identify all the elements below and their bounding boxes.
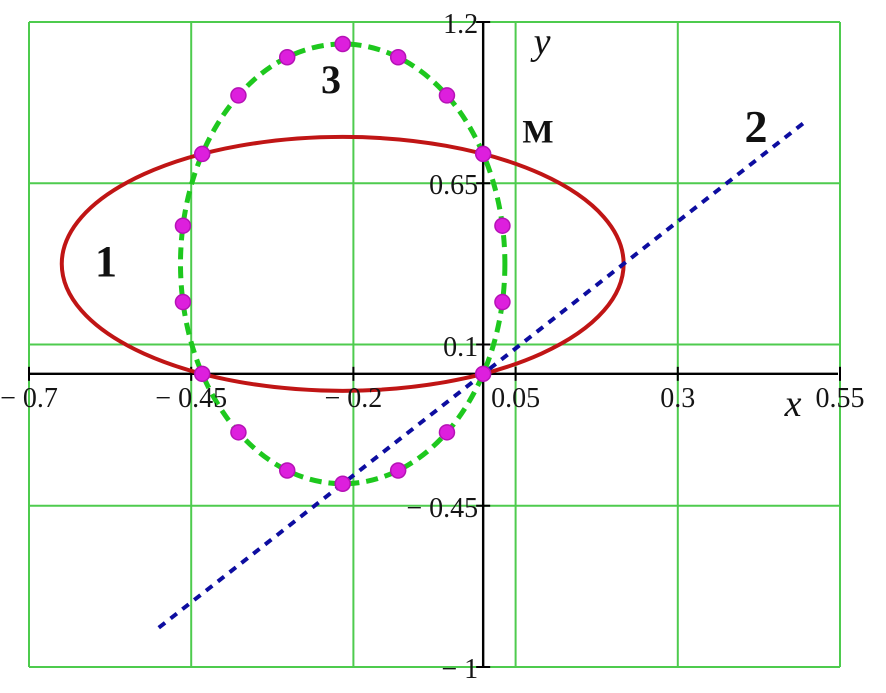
curve-3-marker-dot [174, 217, 192, 234]
curve-3-marker-dot [193, 145, 211, 163]
curve-2-label: 2 [744, 101, 768, 152]
curve-3-marker-dot [438, 424, 456, 441]
y-tick-label: 0.65 [429, 170, 479, 202]
point-m-label: M [522, 114, 554, 151]
curve-3-marker-dot [334, 35, 351, 53]
x-tick-label: − 0.2 [324, 382, 383, 414]
x-tick-label: − 0.45 [155, 382, 228, 414]
curve-3-marker-dot [334, 475, 351, 493]
curve-3-marker-dot [474, 365, 492, 383]
curve-3-marker-dot [193, 365, 211, 383]
x-tick-label: − 0.7 [0, 382, 58, 414]
curve-3-marker-dot [494, 217, 511, 234]
y-tick-label: 0.1 [443, 331, 479, 363]
y-tick-label: − 1 [441, 654, 479, 685]
curve-3-marker-dot [474, 145, 492, 163]
curve-3-marker-dot [230, 424, 247, 441]
curve-1-circle [59, 134, 626, 393]
y-tick-label: 1.2 [443, 9, 479, 40]
curve-3-marker-dot [230, 87, 247, 104]
curve-3-ellipse [177, 41, 508, 487]
x-tick-label: 0.55 [815, 382, 865, 414]
curve-3-marker-dot [278, 48, 296, 66]
x-tick-label: 0.05 [491, 382, 541, 414]
curve-3-marker-dot [438, 87, 456, 104]
x-axis-letter: x [784, 383, 802, 425]
curve-3-marker-dot [494, 293, 511, 311]
curve-3-label: 3 [321, 57, 341, 102]
curve-1-label: 1 [95, 237, 117, 286]
y-axis-letter: y [533, 21, 551, 63]
curve-3-marker-dot [389, 462, 407, 479]
x-tick-label: 0.3 [660, 382, 696, 414]
curve-3-marker-dot [389, 48, 407, 66]
y-tick-label: − 0.45 [406, 492, 479, 524]
curve-3-marker-dot [174, 293, 192, 311]
curve-3-marker-dot [278, 462, 296, 479]
